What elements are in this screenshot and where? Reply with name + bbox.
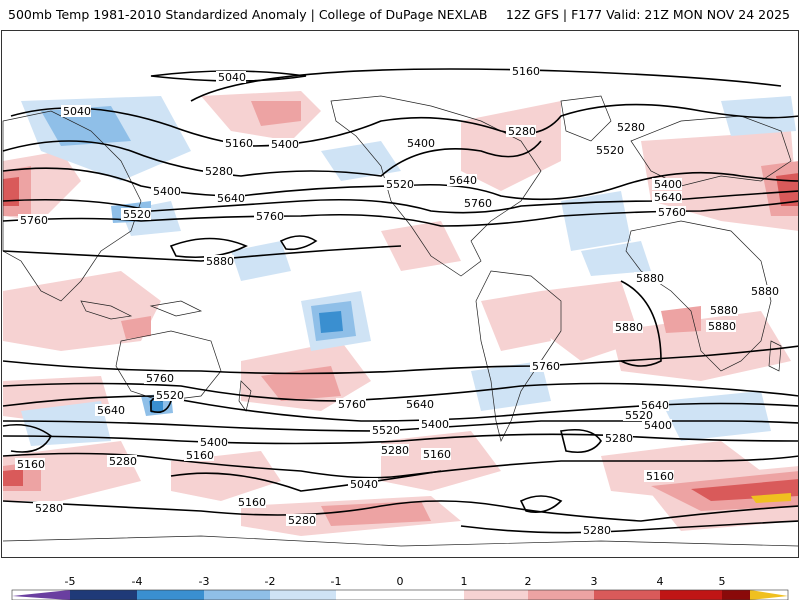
- anomaly-map: 5040 5160 5040 5160 5280 5400 5400 5520 …: [1, 30, 799, 558]
- contour-label: 5520: [386, 178, 414, 191]
- contour-label: 5880: [636, 272, 664, 285]
- colorbar-tick: -3: [199, 575, 210, 588]
- colorbar-legend: -5 -4 -3 -2 -1 0 1 2 3 4 5: [0, 560, 800, 601]
- contour-label: 5040: [218, 71, 246, 84]
- swatch-neg2: [204, 590, 270, 600]
- contour-label: 5040: [63, 105, 91, 118]
- contour-label: 5160: [423, 448, 451, 461]
- swatch-neg4: [70, 590, 137, 600]
- contour-label: 5520: [372, 424, 400, 437]
- contour-label: 5160: [186, 449, 214, 462]
- contour-label: 5160: [17, 458, 45, 471]
- colorbar-tick-labels: -5 -4 -3 -2 -1 0 1 2 3 4 5: [65, 575, 726, 588]
- contour-labels: 5040 5160 5040 5160 5280 5400 5400 5520 …: [15, 65, 779, 537]
- contour-label: 5760: [532, 360, 560, 373]
- colorbar-tick: -2: [265, 575, 276, 588]
- swatch-pos5: [722, 590, 750, 600]
- colorbar-tick: 2: [525, 575, 532, 588]
- contour-label: 5400: [421, 418, 449, 431]
- map-title: 500mb Temp 1981-2010 Standardized Anomal…: [8, 7, 488, 22]
- contour-label: 5880: [708, 320, 736, 333]
- contour-label: 5280: [617, 121, 645, 134]
- swatch-pos4: [660, 590, 722, 600]
- contour-label: 5640: [654, 191, 682, 204]
- contour-label: 5280: [205, 165, 233, 178]
- contour-label: 5280: [508, 125, 536, 138]
- colorbar-tick: -5: [65, 575, 76, 588]
- contour-label: 5280: [381, 444, 409, 457]
- colorbar-tick: -1: [331, 575, 342, 588]
- anomaly-shading: [3, 91, 798, 536]
- contour-label: 5160: [225, 137, 253, 150]
- extreme-positive-fill: [751, 493, 791, 503]
- contour-label: 5640: [97, 404, 125, 417]
- contour-label: 5280: [109, 455, 137, 468]
- contour-label: 5880: [615, 321, 643, 334]
- swatch-pos1: [464, 590, 528, 600]
- contour-label: 5520: [156, 389, 184, 402]
- contour-label: 5640: [406, 398, 434, 411]
- strong-negative-fill: [149, 311, 343, 413]
- colorbar-tick: 1: [461, 575, 468, 588]
- colorbar-swatches: [11, 589, 789, 601]
- contour-label: 5520: [625, 409, 653, 422]
- contour-label: 5520: [123, 208, 151, 221]
- contour-label: 5280: [583, 524, 611, 537]
- model-run-info: 12Z GFS | F177 Valid: 21Z MON NOV 24 202…: [505, 7, 790, 22]
- contour-label: 5640: [217, 192, 245, 205]
- contour-label: 5760: [338, 398, 366, 411]
- swatch-neg3: [137, 590, 204, 600]
- contour-label: 5400: [271, 138, 299, 151]
- contour-label: 5160: [646, 470, 674, 483]
- contour-label: 5400: [654, 178, 682, 191]
- contour-label: 5400: [644, 419, 672, 432]
- swatch-neg5: [12, 590, 70, 600]
- swatch-pos-extreme: [750, 590, 788, 600]
- swatch-pos3: [594, 590, 660, 600]
- contour-label: 5400: [407, 137, 435, 150]
- contour-label: 5040: [350, 478, 378, 491]
- colorbar-tick: 0: [397, 575, 404, 588]
- contour-label: 5760: [658, 206, 686, 219]
- colorbar-tick: 3: [591, 575, 598, 588]
- contour-label: 5760: [256, 210, 284, 223]
- contour-label: 5640: [641, 399, 669, 412]
- contour-label: 5280: [605, 432, 633, 445]
- contour-label: 5760: [146, 372, 174, 385]
- contour-label: 5400: [153, 185, 181, 198]
- contour-label: 5400: [200, 436, 228, 449]
- contour-label: 5880: [710, 304, 738, 317]
- contour-label: 5280: [288, 514, 316, 527]
- contour-label: 5160: [238, 496, 266, 509]
- swatch-zero: [336, 590, 464, 600]
- colorbar-tick: 5: [719, 575, 726, 588]
- contour-label: 5760: [20, 214, 48, 227]
- contour-label: 5760: [464, 197, 492, 210]
- contour-label: 5520: [596, 144, 624, 157]
- contour-label: 5880: [751, 285, 779, 298]
- swatch-pos2: [528, 590, 594, 600]
- swatch-neg1: [270, 590, 336, 600]
- contour-label: 5280: [35, 502, 63, 515]
- colorbar-tick: 4: [657, 575, 664, 588]
- contour-label: 5160: [512, 65, 540, 78]
- contour-label: 5640: [449, 174, 477, 187]
- colorbar-tick: -4: [132, 575, 143, 588]
- contour-label: 5880: [206, 255, 234, 268]
